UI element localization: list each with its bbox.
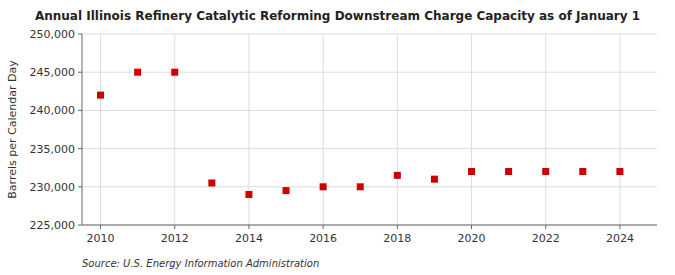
point [579,168,586,175]
grid-line [82,186,657,187]
point [394,172,401,179]
tick-mark [78,72,82,73]
tick-label: 2012 [161,232,189,245]
grid-line [100,34,101,225]
point [245,191,252,198]
grid-line [82,110,657,111]
grid-line [397,34,398,225]
point [616,168,623,175]
tick-label: 250,000 [30,28,76,41]
tick-label: 235,000 [30,143,76,156]
grid-line [619,34,620,225]
tick-mark [323,225,324,229]
tick-mark [471,225,472,229]
tick-mark [619,225,620,229]
grid-line [82,34,657,35]
point [357,183,364,190]
grid-line [545,34,546,225]
point [542,168,549,175]
background [0,0,675,275]
point [505,168,512,175]
grid-line [82,148,657,149]
point [320,183,327,190]
x-axis-line [82,225,657,226]
tick-label: 2020 [458,232,486,245]
grid-line [82,225,657,226]
y-axis-line [82,34,83,225]
tick-mark [174,225,175,229]
tick-label: 2016 [309,232,337,245]
grid-line [82,72,657,73]
axes: 225,000 230,000 235,000 240,000 245,000 250,0… [30,28,658,245]
grid-line [323,34,324,225]
tick-label: 240,000 [30,104,76,117]
tick-mark [248,225,249,229]
point [97,92,104,99]
tick-label: 230,000 [30,181,76,194]
chart: 225,000 230,000 235,000 240,000 245,000 250,0… [0,0,675,275]
tick-mark [78,34,82,35]
grid-line [471,34,472,225]
tick-mark [100,225,101,229]
point [171,69,178,76]
title: Annual Illinois Refinery Catalytic Refor… [35,9,640,23]
tick-label: 2022 [532,232,560,245]
tick-label: 225,000 [30,219,76,232]
point [134,69,141,76]
grid-line [174,34,175,225]
source: Source: U.S. Energy Information Administ… [82,258,319,269]
tick-mark [78,148,82,149]
point [283,187,290,194]
tick-mark [78,186,82,187]
tick-mark [78,225,82,226]
tick-label: 2010 [87,232,115,245]
grid [82,34,657,225]
tick-label: 245,000 [30,66,76,79]
tick-mark [78,110,82,111]
point [431,176,438,183]
point [468,168,475,175]
tick-mark [397,225,398,229]
point [208,179,215,186]
tick-mark [545,225,546,229]
points [97,69,623,198]
tick-label: 2024 [606,232,634,245]
tick-label: 2018 [383,232,411,245]
tick-label: 2014 [235,232,263,245]
y-axis-label: Barrels per Calendar Day [6,60,19,199]
